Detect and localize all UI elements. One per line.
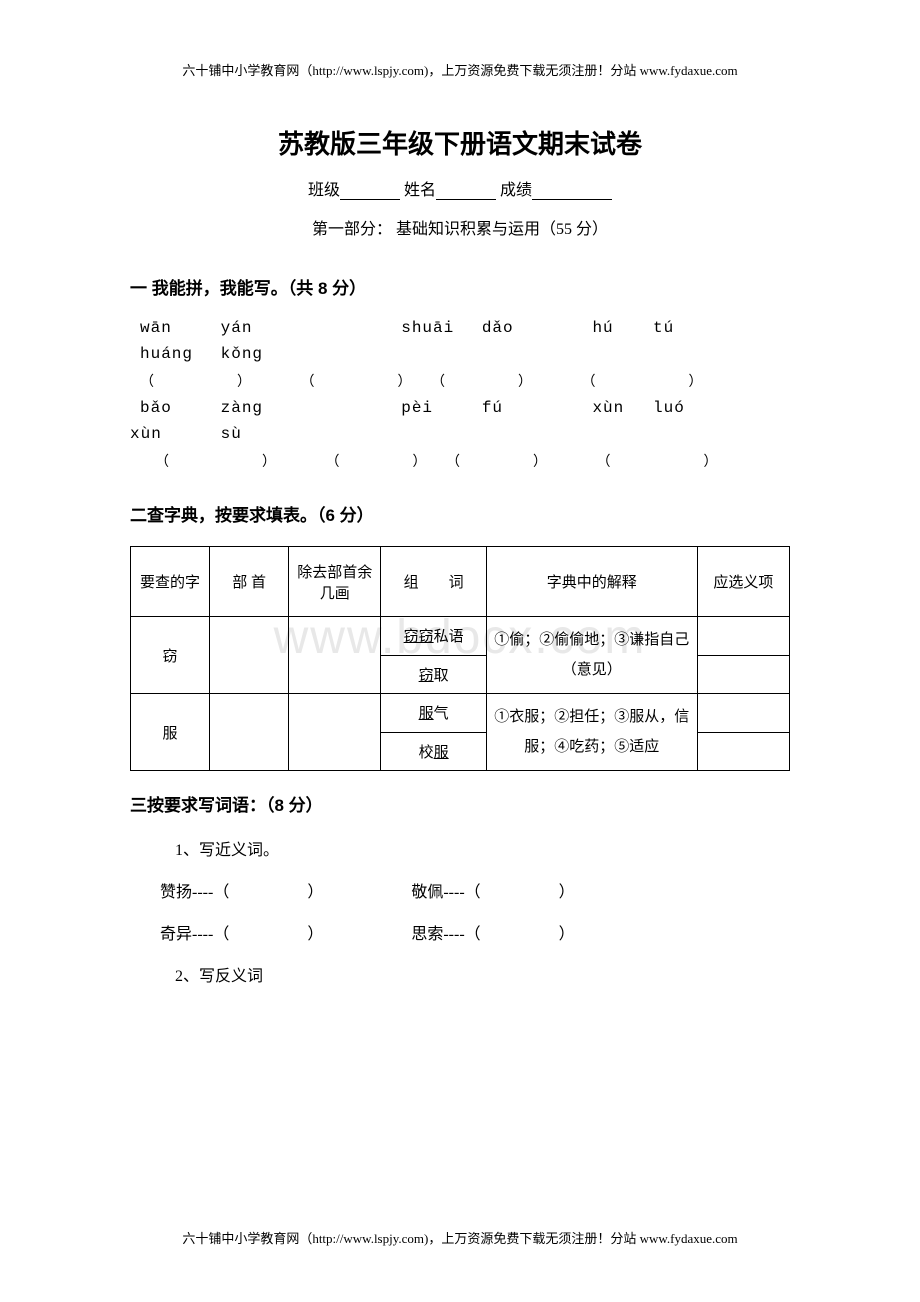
table-cell-char: 服 [131, 694, 210, 771]
table-cell-meaning: ①衣服；②担任；③服从，信服；④吃药；⑤适应 [486, 694, 697, 771]
paren-close: ） [413, 451, 443, 471]
table-header-row: 要查的字 部 首 除去部首余几画 组 词 字典中的解释 应选义项 [131, 547, 790, 617]
dictionary-table: 要查的字 部 首 除去部首余几画 组 词 字典中的解释 应选义项 窃 窃窃私语 … [130, 546, 790, 771]
paren-open: （ [446, 451, 466, 471]
word-pair: 奇异----（ [160, 926, 229, 943]
paren-open: （ [326, 451, 346, 471]
word-pair: 思索----（ [411, 926, 480, 943]
paren-open: （ [140, 371, 160, 391]
synonym-line: 奇异----（ ） 思索----（ ） [130, 920, 790, 944]
part-one-title: 第一部分： 基础知识积累与运用（55 分） [130, 215, 790, 239]
table-header: 除去部首余几画 [289, 547, 381, 617]
pinyin-cell: kǒng [221, 345, 263, 363]
pinyin-exercise: wān yán shuāi dǎo hú tú huáng kǒng （ ） （… [130, 319, 790, 471]
paren-open: （ [431, 371, 451, 391]
paren-close: ） [307, 884, 323, 901]
paren-open: （ [597, 451, 617, 471]
pinyin-cell: sù [221, 425, 242, 443]
pinyin-cell: yán [221, 319, 391, 337]
table-header: 要查的字 [131, 547, 210, 617]
table-cell [289, 617, 381, 694]
word-pair: 赞扬----（ [160, 884, 229, 901]
pinyin-cell: fú [482, 399, 582, 417]
class-blank [340, 182, 400, 200]
underlined-char: 服 [434, 745, 449, 761]
pinyin-row: xùn sù [130, 425, 790, 443]
table-header: 应选义项 [697, 547, 789, 617]
paren-open: （ [301, 371, 321, 391]
sub-item-label: 2、写反义词 [130, 962, 790, 986]
name-label: 姓名 [404, 182, 436, 199]
pinyin-row: wān yán shuāi dǎo hú tú [140, 319, 790, 337]
synonym-line: 赞扬----（ ） 敬佩----（ ） [130, 878, 790, 902]
table-cell [697, 732, 789, 771]
paren-close: ） [518, 371, 578, 391]
sub-item-label: 1、写近义词。 [130, 836, 790, 860]
section-three-heading: 三按要求写词语：（8 分） [130, 791, 790, 816]
underlined-char: 窃窃 [404, 629, 434, 645]
score-label: 成绩 [500, 182, 532, 199]
paren-open: （ [155, 451, 175, 471]
score-blank [532, 182, 612, 200]
table-cell-word: 窃窃私语 [381, 617, 486, 656]
underlined-char: 窃 [419, 668, 434, 684]
table-header: 字典中的解释 [486, 547, 697, 617]
table-row: 窃 窃窃私语 ①偷；②偷偷地；③谦指自己（意见） [131, 617, 790, 656]
pinyin-cell: xùn [592, 399, 642, 417]
underlined-char: 服 [419, 706, 434, 722]
section-two-heading: 二查字典，按要求填表。（6 分） [130, 501, 790, 526]
page-header: 六十铺中小学教育网（http://www.lspjy.com)，上万资源免费下载… [130, 60, 790, 79]
paren-close: ） [307, 926, 323, 943]
paren-close: ） [533, 451, 593, 471]
paren-open: （ [582, 371, 602, 391]
pinyin-row: huáng kǒng [140, 345, 790, 363]
table-cell [697, 655, 789, 694]
table-cell [210, 694, 289, 771]
exam-title: 苏教版三年级下册语文期末试卷 [130, 124, 790, 161]
paren-close: ） [704, 451, 718, 471]
paren-close: ） [262, 451, 322, 471]
pinyin-cell: huáng [140, 345, 210, 363]
pinyin-cell: tú [653, 319, 674, 337]
paren-close: ） [559, 926, 575, 943]
pinyin-cell: luó [653, 399, 685, 417]
table-cell [289, 694, 381, 771]
table-cell-word: 服气 [381, 694, 486, 733]
pinyin-cell: wān [140, 319, 210, 337]
paren-row: （ ） （ ） （ ） （ ） [140, 371, 790, 391]
table-cell-word: 窃取 [381, 655, 486, 694]
name-blank [436, 182, 496, 200]
table-row: 服 服气 ①衣服；②担任；③服从，信服；④吃药；⑤适应 [131, 694, 790, 733]
paren-close: ） [559, 884, 575, 901]
table-header: 组 词 [381, 547, 486, 617]
table-cell-meaning: ①偷；②偷偷地；③谦指自己（意见） [486, 617, 697, 694]
paren-row: （ ） （ ） （ ） （ ） [140, 451, 790, 471]
pinyin-cell: hú [592, 319, 642, 337]
pinyin-cell: pèi [401, 399, 471, 417]
paren-close: ） [237, 371, 297, 391]
table-cell [697, 694, 789, 733]
student-info-line: 班级 姓名 成绩 [130, 176, 790, 200]
paren-close: ） [689, 371, 703, 391]
pinyin-cell: bǎo [140, 399, 210, 417]
word-pair: 敬佩----（ [411, 884, 480, 901]
class-label: 班级 [308, 182, 340, 199]
pinyin-cell: shuāi [401, 319, 471, 337]
pinyin-cell: zàng [221, 399, 391, 417]
table-cell [210, 617, 289, 694]
pinyin-cell: xùn [130, 425, 210, 443]
section-one-heading: 一 我能拼，我能写。（共 8 分） [130, 274, 790, 299]
paren-close: ） [398, 371, 428, 391]
page-footer: 六十铺中小学教育网（http://www.lspjy.com)，上万资源免费下载… [0, 1228, 920, 1247]
table-cell-char: 窃 [131, 617, 210, 694]
table-cell-word: 校服 [381, 732, 486, 771]
table-header: 部 首 [210, 547, 289, 617]
page-content: 六十铺中小学教育网（http://www.lspjy.com)，上万资源免费下载… [0, 0, 920, 1044]
table-cell [697, 617, 789, 656]
pinyin-cell: dǎo [482, 319, 582, 337]
pinyin-row: bǎo zàng pèi fú xùn luó [140, 399, 790, 417]
